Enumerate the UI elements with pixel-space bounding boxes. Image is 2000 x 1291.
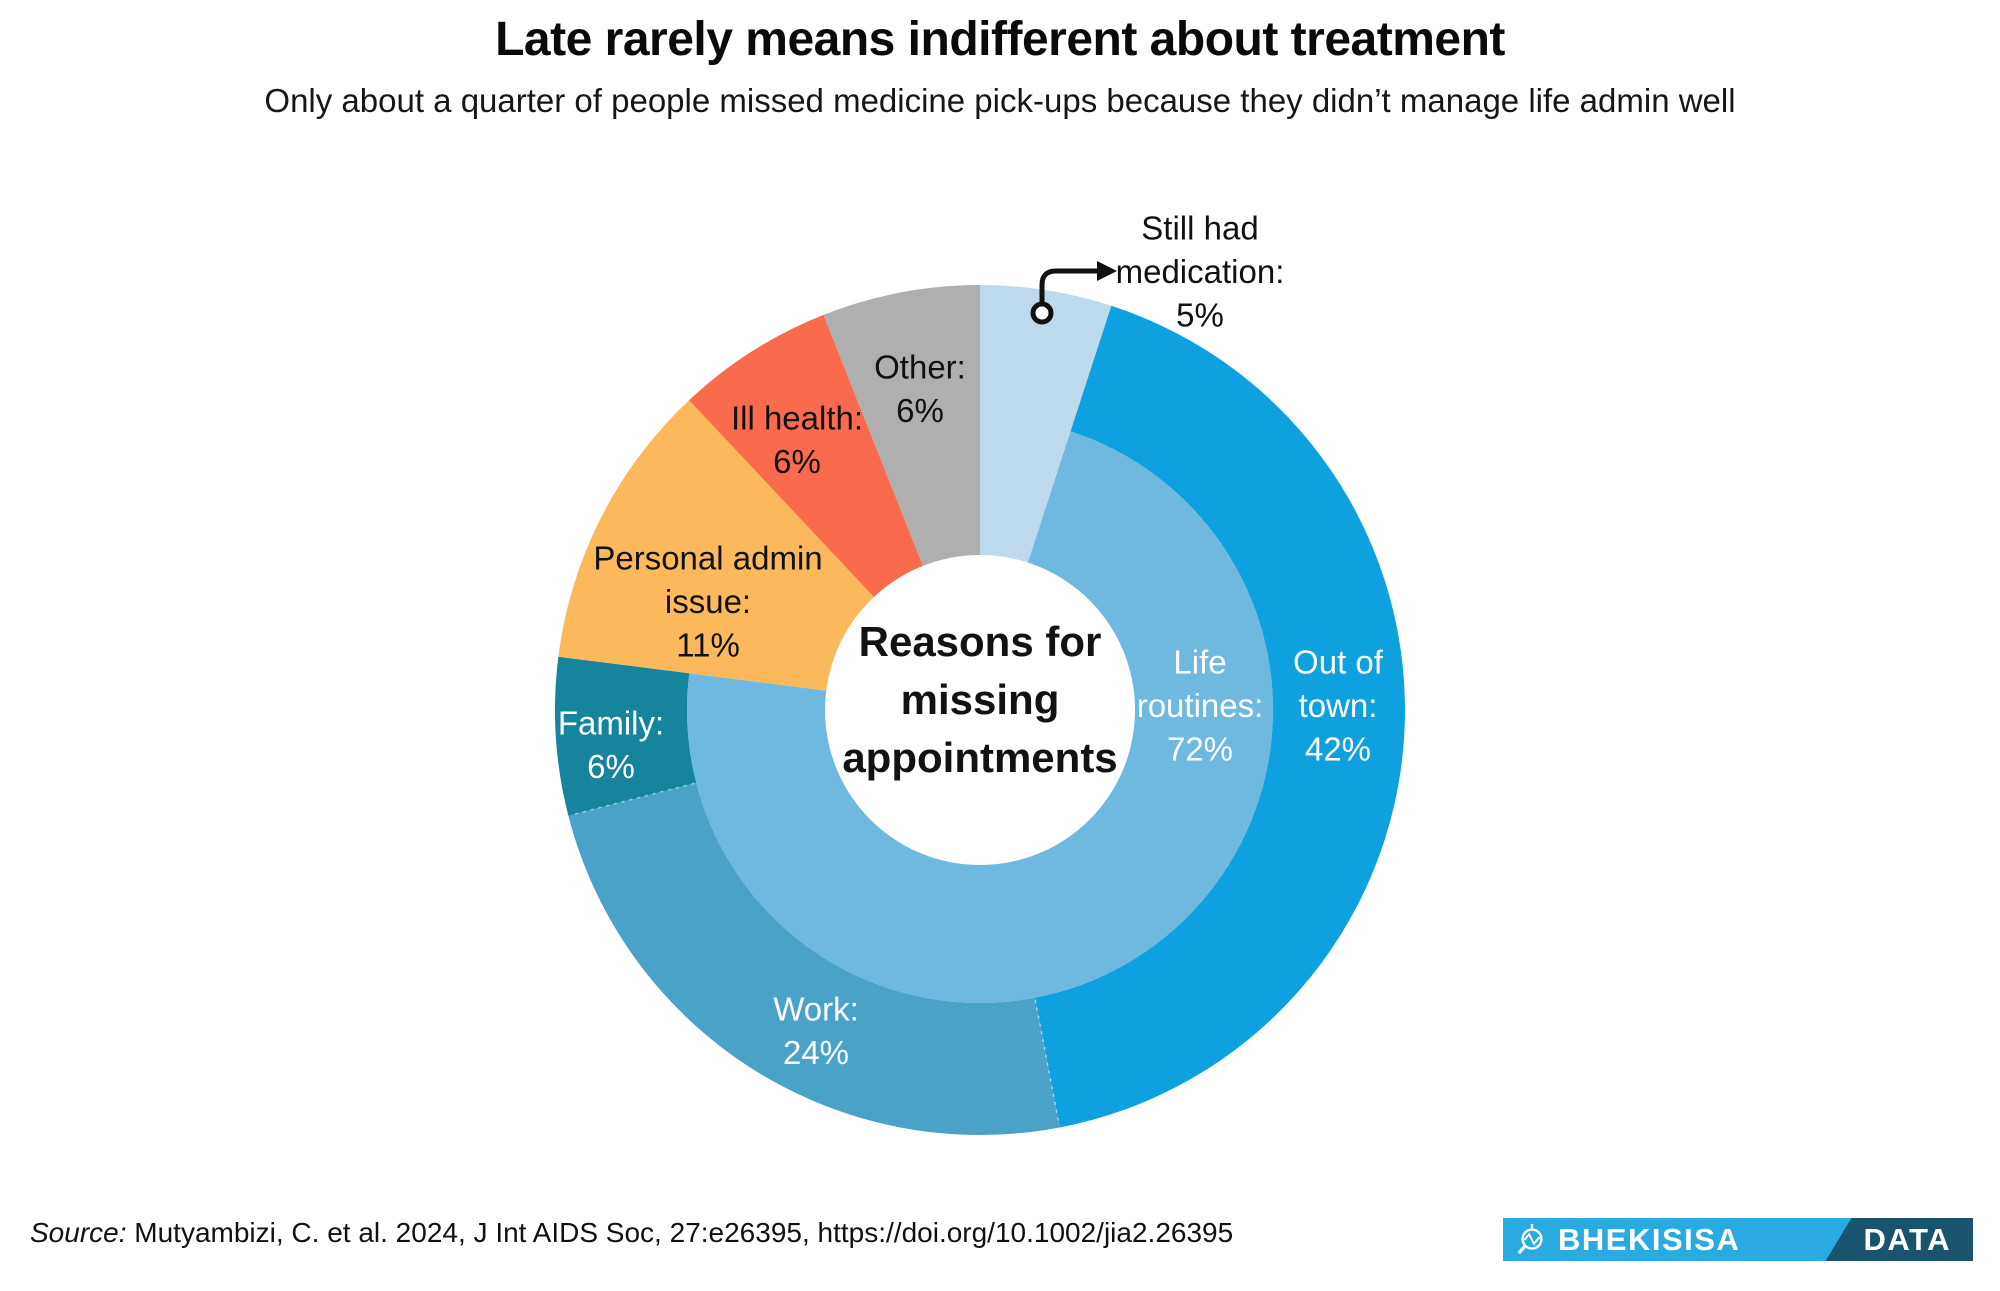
label-still-had-medication-line-2: medication: bbox=[1116, 253, 1285, 290]
label-still-had-medication-line-3: 5% bbox=[1176, 297, 1224, 334]
label-work-line-1: Work: bbox=[773, 991, 859, 1028]
callout-arrowhead bbox=[1097, 261, 1117, 281]
center-label-line-3: appointments bbox=[842, 734, 1118, 781]
segment-divider bbox=[570, 782, 695, 816]
label-out-of-town-line-1: Out of bbox=[1293, 644, 1384, 681]
label-out-of-town-line-3: 42% bbox=[1305, 731, 1371, 768]
source-label: Source: bbox=[30, 1217, 127, 1248]
segment-still-had-medication bbox=[980, 285, 1112, 564]
label-ill-health-line-2: 6% bbox=[773, 443, 821, 480]
source-citation: Mutyambizi, C. et al. 2024, J Int AIDS S… bbox=[126, 1217, 1234, 1248]
label-life-routines-line-2: routines: bbox=[1137, 687, 1264, 724]
label-out-of-town-line-2: town: bbox=[1299, 687, 1378, 724]
label-personal-admin-issue-line-1: Personal admin bbox=[593, 540, 822, 577]
label-life-routines-line-1: Life bbox=[1173, 644, 1226, 681]
brand-name: BHEKISISA bbox=[1558, 1222, 1741, 1257]
segment-ill-health bbox=[689, 314, 924, 598]
label-personal-admin-issue-line-3: 11% bbox=[676, 627, 740, 664]
segment-divider bbox=[1034, 999, 1060, 1126]
label-personal-admin-issue-line-2: issue: bbox=[665, 583, 751, 620]
segment-other bbox=[823, 285, 980, 567]
logo-brand-section: BHEKISISA bbox=[1503, 1218, 1852, 1261]
magnifier-compass-icon bbox=[1517, 1223, 1543, 1254]
label-ill-health-line-1: Ill health: bbox=[731, 400, 863, 437]
center-label-line-1: Reasons for bbox=[858, 618, 1102, 665]
segment-family bbox=[555, 656, 697, 816]
label-other-line-1: Other: bbox=[874, 349, 966, 386]
segment-personal-admin-issue bbox=[558, 400, 875, 691]
label-other-line-2: 6% bbox=[896, 392, 944, 429]
page-subtitle: Only about a quarter of people missed me… bbox=[264, 82, 1736, 119]
label-work-line-2: 24% bbox=[783, 1034, 849, 1071]
donut-hole bbox=[825, 555, 1135, 865]
segment-work bbox=[568, 782, 1060, 1135]
label-still-had-medication-line-1: Still had bbox=[1141, 210, 1258, 247]
donut-center-label: Reasons for missing appointments bbox=[842, 613, 1117, 787]
label-family-line-1: Family: bbox=[558, 705, 664, 742]
label-family-line-2: 6% bbox=[587, 748, 635, 785]
callout-arrow-line bbox=[1039, 268, 1102, 307]
page-title: Late rarely means indifferent about trea… bbox=[495, 13, 1505, 66]
brand-logo: BHEKISISA DATA bbox=[1503, 1218, 1973, 1261]
source-note: Source: Mutyambizi, C. et al. 2024, J In… bbox=[30, 1217, 1233, 1249]
segment-out-of-town bbox=[1034, 305, 1405, 1128]
label-life-routines-line-3: 72% bbox=[1167, 731, 1233, 768]
logo-division-section: DATA bbox=[1825, 1218, 1973, 1261]
callout-marker bbox=[1030, 301, 1054, 325]
center-label-line-2: missing bbox=[900, 676, 1060, 723]
brand-division: DATA bbox=[1863, 1222, 1951, 1257]
segment-life-routines bbox=[687, 431, 1273, 1003]
